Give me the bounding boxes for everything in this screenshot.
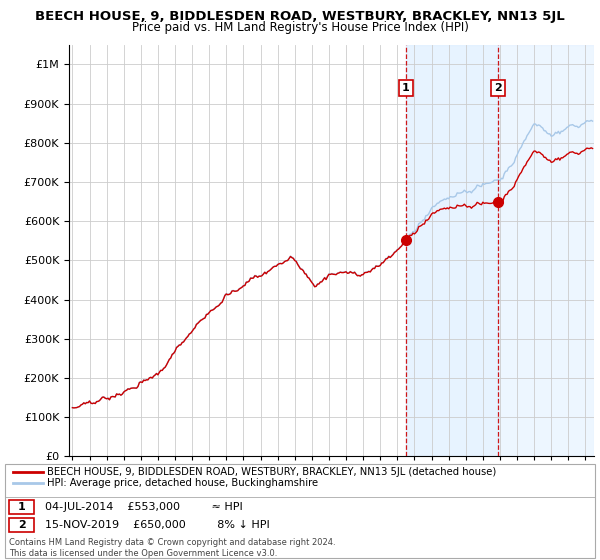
Text: Contains HM Land Registry data © Crown copyright and database right 2024.
This d: Contains HM Land Registry data © Crown c… bbox=[9, 538, 335, 558]
Text: 15-NOV-2019    £650,000         8% ↓ HPI: 15-NOV-2019 £650,000 8% ↓ HPI bbox=[45, 520, 270, 530]
Text: 1: 1 bbox=[18, 502, 25, 511]
Text: 2: 2 bbox=[494, 83, 502, 93]
Bar bbox=[406, 45, 498, 456]
Text: HPI: Average price, detached house, Buckinghamshire: HPI: Average price, detached house, Buck… bbox=[47, 478, 318, 488]
Text: 2: 2 bbox=[18, 520, 25, 530]
Text: Price paid vs. HM Land Registry's House Price Index (HPI): Price paid vs. HM Land Registry's House … bbox=[131, 21, 469, 34]
Text: BEECH HOUSE, 9, BIDDLESDEN ROAD, WESTBURY, BRACKLEY, NN13 5JL (detached house): BEECH HOUSE, 9, BIDDLESDEN ROAD, WESTBUR… bbox=[47, 466, 496, 477]
Bar bbox=[498, 45, 594, 456]
Text: 04-JUL-2014    £553,000         ≈ HPI: 04-JUL-2014 £553,000 ≈ HPI bbox=[45, 502, 243, 511]
Text: BEECH HOUSE, 9, BIDDLESDEN ROAD, WESTBURY, BRACKLEY, NN13 5JL: BEECH HOUSE, 9, BIDDLESDEN ROAD, WESTBUR… bbox=[35, 10, 565, 23]
Text: 1: 1 bbox=[402, 83, 410, 93]
